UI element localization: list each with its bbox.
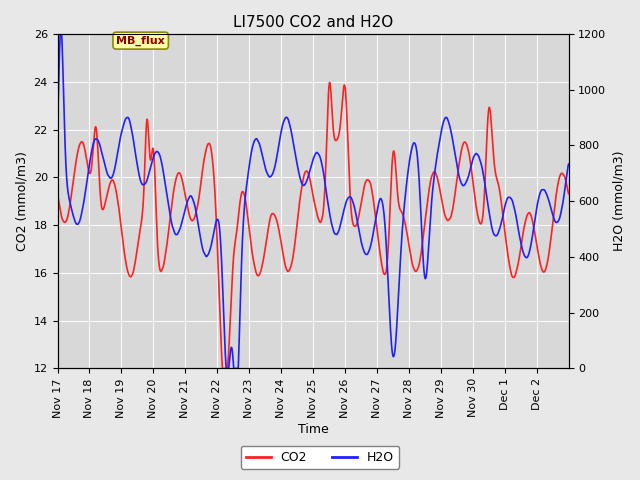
Y-axis label: H2O (mmol/m3): H2O (mmol/m3) [612, 151, 625, 252]
Text: MB_flux: MB_flux [116, 36, 165, 46]
Legend: CO2, H2O: CO2, H2O [241, 446, 399, 469]
Y-axis label: CO2 (mmol/m3): CO2 (mmol/m3) [15, 151, 28, 251]
Title: LI7500 CO2 and H2O: LI7500 CO2 and H2O [233, 15, 393, 30]
X-axis label: Time: Time [298, 423, 328, 436]
